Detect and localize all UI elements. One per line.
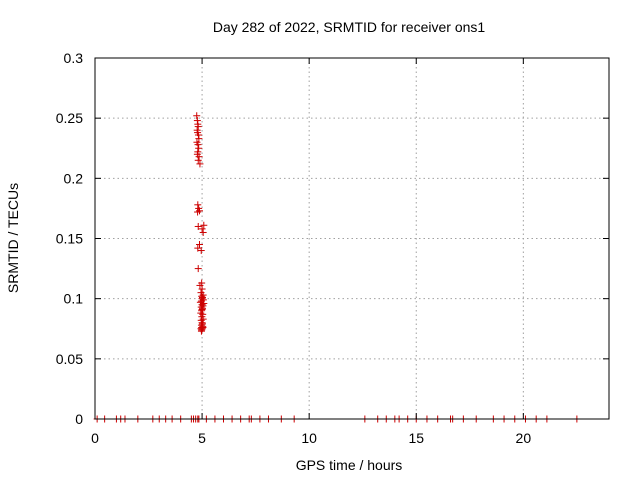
data-point: [195, 153, 203, 161]
y-tick-label: 0.05: [56, 351, 83, 367]
data-points: [93, 112, 581, 423]
data-point: [195, 135, 203, 143]
data-point: [194, 201, 202, 209]
data-point: [194, 265, 202, 273]
data-point: [199, 228, 207, 236]
x-tick-label: 5: [198, 430, 206, 446]
data-point: [194, 156, 202, 164]
y-tick-label: 0.2: [64, 170, 84, 186]
data-point: [197, 247, 205, 255]
y-tick-label: 0.3: [64, 50, 84, 66]
y-tick-label: 0: [75, 411, 83, 427]
data-point: [194, 208, 202, 216]
x-tick-label: 20: [516, 430, 532, 446]
data-point: [193, 112, 201, 120]
grid: [95, 58, 609, 419]
data-point: [194, 222, 202, 230]
data-point: [194, 123, 202, 131]
data-point: [194, 141, 202, 149]
data-point: [196, 241, 204, 249]
data-point: [196, 160, 204, 168]
data-point: [198, 285, 206, 293]
y-tick-label: 0.1: [64, 291, 84, 307]
y-axis-label: SRMTID / TECUs: [5, 183, 21, 293]
chart-title: Day 282 of 2022, SRMTID for receiver ons…: [213, 19, 486, 35]
data-point: [198, 225, 206, 233]
y-tick-label: 0.25: [56, 110, 83, 126]
data-point: [196, 281, 204, 289]
data-point: [195, 144, 203, 152]
x-tick-label: 10: [301, 430, 317, 446]
tick-labels: 0 5 10 15 20 0 0.05 0.1 0.15 0.2 0.25 0.3: [56, 50, 532, 446]
x-tick-label: 0: [91, 430, 99, 446]
data-point: [199, 320, 207, 328]
y-tick-label: 0.15: [56, 231, 83, 247]
axis-ticks: [94, 57, 609, 420]
data-point: [197, 327, 205, 335]
data-point: [200, 221, 208, 229]
x-tick-label: 15: [408, 430, 424, 446]
x-axis-label: GPS time / hours: [296, 457, 403, 473]
